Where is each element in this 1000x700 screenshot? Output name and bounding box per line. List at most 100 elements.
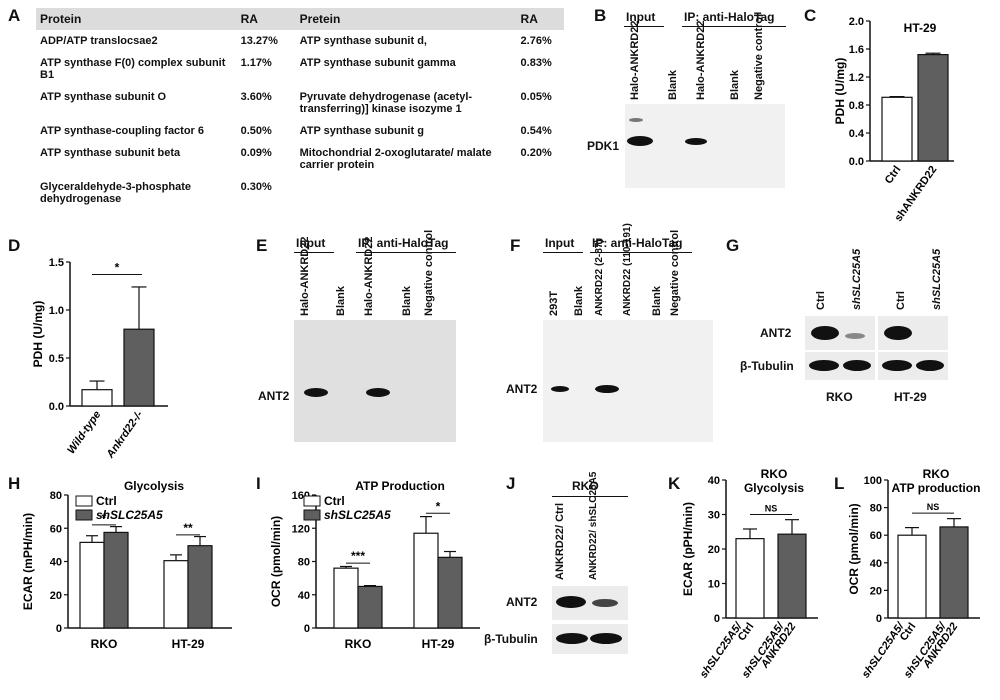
blot-g-tubulin-ht29 (878, 352, 948, 380)
blot-g-tubulin-rko (805, 352, 875, 380)
bar (79, 541, 105, 629)
y-tick-label: 0.4 (849, 128, 865, 140)
y-tick-label: 40 (870, 558, 882, 570)
protein-ra: 1.17% (240, 57, 272, 69)
panel-label-g: G (726, 236, 740, 255)
blot-band (551, 386, 569, 392)
blot-f-band-label: ANT2 (506, 382, 538, 396)
blot-b-lane-label: Blank (667, 70, 679, 100)
y-axis-label: ECAR (pPH/min) (681, 502, 695, 596)
bar (357, 585, 383, 629)
blot-j-lane-label: ANKRD22/ Ctrl (554, 502, 566, 580)
x-tick-label: Ankrd22-/- (104, 409, 146, 462)
blot-e-lane-label: Blank (401, 286, 413, 316)
blot-band (590, 633, 622, 644)
panel-label-h: H (8, 474, 21, 493)
y-tick-label: 2.0 (849, 16, 864, 28)
legend-label: Ctrl (324, 494, 345, 508)
blot-b-band-label: PDK1 (587, 139, 620, 153)
y-tick-label: 0.8 (849, 100, 864, 112)
blot-f-lane-label: ANKRD22 (110-191) (622, 223, 633, 316)
protein-ra: 0.50% (240, 125, 272, 137)
y-axis-label: PDH (U/mg) (31, 301, 45, 368)
blot-g-ant2-ht29 (878, 316, 948, 350)
y-tick-label: 1.2 (849, 72, 864, 84)
legend-swatch (75, 495, 93, 507)
blot-band (809, 360, 839, 371)
legend-label: Ctrl (96, 494, 117, 508)
significance-marker: NS (927, 502, 940, 512)
bar (333, 567, 359, 629)
y-axis-label: PDH (U/mg) (833, 58, 847, 125)
protein-ra: 3.60% (240, 91, 272, 103)
blot-g-lane-label: shSLC25A5 (931, 248, 943, 310)
significance-marker: NS (765, 504, 778, 514)
header-protein: Protein (36, 8, 237, 30)
y-tick-label: 20 (870, 585, 882, 597)
bar (163, 560, 189, 629)
header-ra-2: RA (516, 8, 564, 30)
protein-name: ATP synthase subunit g (299, 125, 424, 137)
protein-name: ATP synthase F(0) complex subunit B1 (40, 57, 226, 81)
significance-marker: * (115, 260, 120, 274)
chart-title: ATP Production (355, 479, 445, 493)
x-tick-label: shSLC25A5/ (698, 619, 746, 680)
y-axis-label: OCR (pmol/min) (269, 516, 283, 607)
bar (123, 328, 155, 407)
y-tick-label: 1.5 (49, 257, 64, 269)
blot-f-ip-header: IP: anti-HaloTag (592, 236, 683, 250)
x-tick-label: Wild-type (65, 409, 103, 456)
protein-ra: 0.83% (520, 57, 552, 69)
protein-table: Protein RA Pretein RA ADP/ATP translocsa… (36, 8, 564, 210)
protein-name: Glyceraldehyde-3-phosphate dehydrogenase (40, 181, 191, 205)
blot-b-ip-line (682, 26, 786, 27)
x-tick-label: shSLC25A5/ (860, 619, 908, 680)
blot-j-cell-line (552, 496, 628, 497)
chart-title: ATP production (892, 481, 981, 495)
legend-label: shSLC25A5 (324, 508, 391, 522)
significance-marker: ** (183, 521, 193, 535)
header-ra: RA (236, 8, 296, 30)
blot-e-membrane (294, 320, 456, 442)
table-row: ATP synthase-coupling factor 6 0.50% ATP… (36, 120, 564, 142)
panel-label-c: C (804, 6, 817, 25)
y-axis-label: ECAR (mPH/min) (21, 513, 35, 610)
x-tick-label: HT-29 (422, 637, 455, 651)
blot-b-membrane (625, 104, 785, 188)
bar (81, 389, 113, 407)
blot-band (556, 633, 588, 644)
header-pretein: Pretein (295, 8, 517, 30)
y-tick-label: 40 (708, 475, 720, 487)
y-tick-label: 20 (708, 544, 720, 556)
significance-marker: *** (351, 549, 365, 563)
blot-band (304, 388, 328, 397)
blot-band (843, 360, 871, 371)
protein-ra: 0.05% (520, 91, 552, 103)
blot-b-input-header: Input (626, 10, 656, 24)
bar (735, 538, 765, 619)
panel-label-i: I (256, 474, 261, 493)
blot-f-input-line (543, 252, 583, 253)
blot-b-ip-header: IP: anti-HaloTag (684, 10, 775, 24)
chart-title: Glycolysis (124, 479, 184, 493)
panel-label-a: A (8, 6, 21, 25)
blot-j-row-label: ANT2 (506, 595, 538, 609)
y-tick-label: 60 (50, 523, 62, 535)
bar (103, 531, 129, 629)
protein-name: ATP synthase subunit beta (40, 147, 181, 159)
chart-title: HT-29 (904, 21, 937, 35)
chart-h: 0 20 40 60 80 ECAR (mPH/min) Glycolysis RKO HT-2… (21, 479, 232, 651)
blot-band (811, 326, 839, 340)
y-tick-label: 40 (298, 590, 310, 602)
bar (777, 533, 807, 619)
blot-band (595, 385, 619, 393)
blot-e-ip-header: IP: anti-HaloTag (358, 236, 449, 250)
y-tick-label: 80 (50, 490, 62, 502)
blot-e-lane-label: Halo-ANKRD22 (363, 236, 375, 316)
blot-band (916, 360, 944, 371)
protein-name: Mitochondrial 2-oxoglutarate/ malate car… (299, 147, 492, 171)
blot-f-lane-label: Blank (651, 286, 663, 316)
y-tick-label: 0.0 (849, 156, 864, 168)
